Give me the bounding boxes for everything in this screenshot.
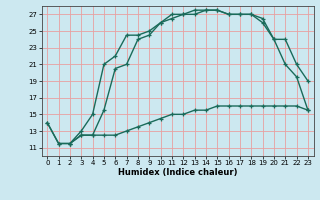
X-axis label: Humidex (Indice chaleur): Humidex (Indice chaleur) — [118, 168, 237, 177]
